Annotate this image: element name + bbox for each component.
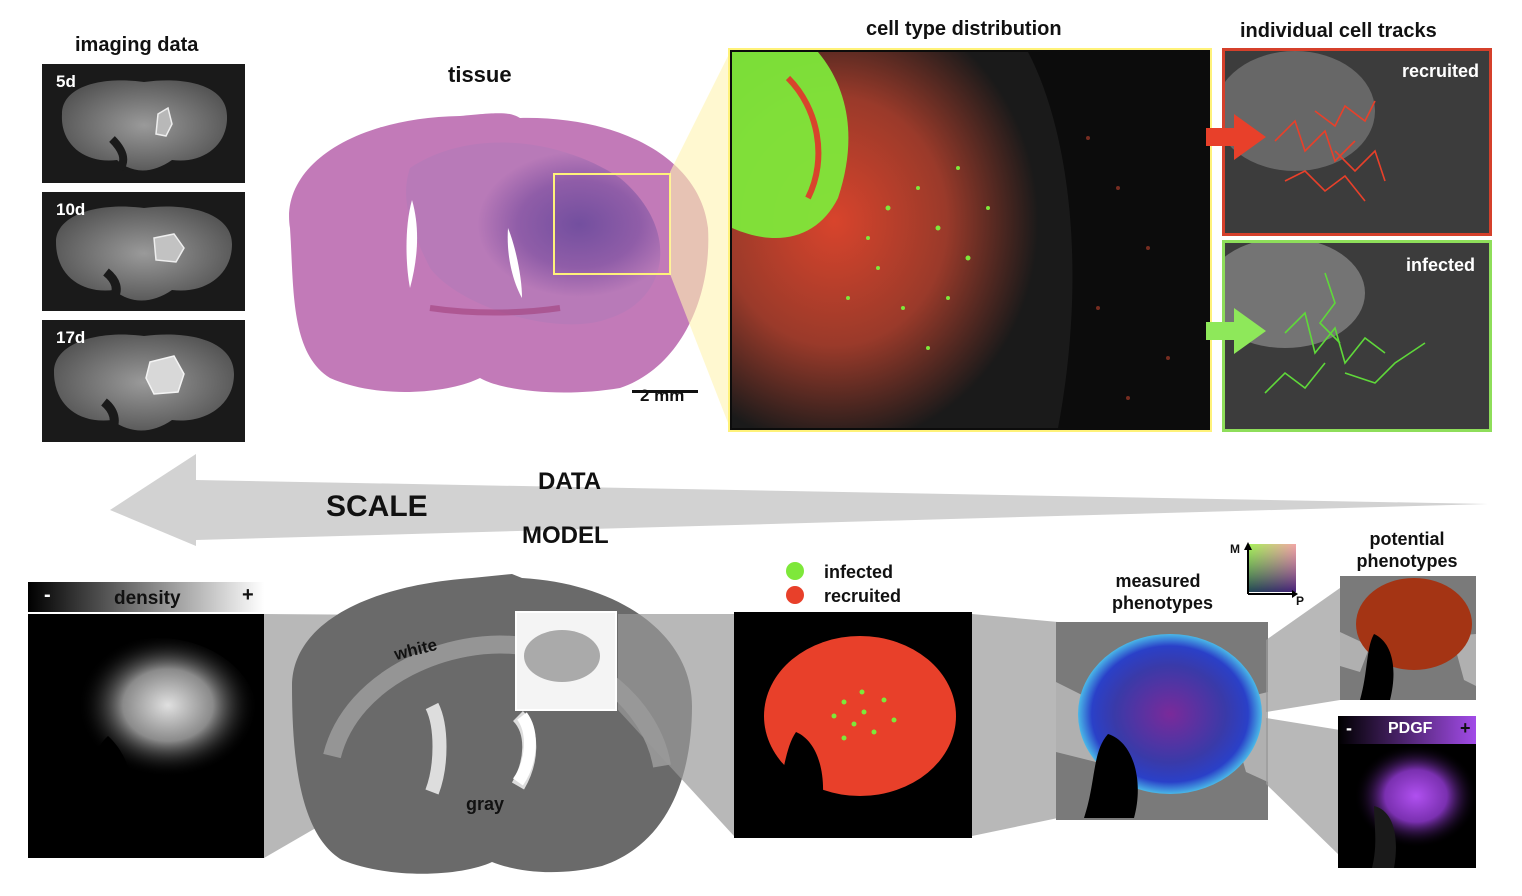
mri-panel-17d: 17d: [42, 320, 245, 442]
legend-infected-label: infected: [824, 562, 894, 582]
infected-legend-marker: [786, 562, 804, 580]
mri-brain-image: [54, 334, 234, 435]
pdgf-minus-label: -: [1346, 718, 1352, 738]
model-label: MODEL: [522, 522, 609, 549]
legend-markers: [786, 562, 804, 604]
axis-p-label: P: [1296, 594, 1305, 608]
pdgf-plus-label: +: [1460, 718, 1471, 738]
pdgf-label: PDGF: [1388, 720, 1433, 737]
density-map-image: [28, 614, 264, 858]
tissue-section-image: [289, 113, 709, 393]
recruited-tracks-image: [1225, 51, 1489, 233]
cell-type-distribution-heading: cell type distribution: [866, 18, 1062, 40]
brain-model-image: [292, 574, 692, 874]
scale-bar-label: 2 mm: [640, 386, 685, 405]
scale-label: SCALE: [326, 490, 428, 523]
scale-bar-line: [632, 390, 698, 393]
density-colorbar: [28, 582, 264, 612]
recruited-tracks-panel: recruited: [1222, 48, 1492, 236]
density-label: density: [114, 588, 181, 609]
zoom-connector: [670, 52, 730, 428]
mri-brain-image: [61, 80, 228, 172]
potential-phenotypes-label: potential phenotypes: [1356, 529, 1458, 571]
recruited-legend-marker: [786, 586, 804, 604]
pdgf-colorbar: [1338, 716, 1476, 744]
measured-phenotypes-image: [1056, 622, 1268, 820]
mri-panel-10d: 10d: [42, 192, 245, 311]
scale-arrow-icon: [110, 454, 1488, 546]
pdgf-map-image: [1338, 744, 1476, 868]
mri-day-label: 5d: [56, 72, 76, 91]
infected-tracks-panel: infected: [1222, 240, 1492, 432]
axis-m-label: M: [1230, 542, 1240, 556]
infected-tracks-image: [1225, 243, 1489, 429]
gray-matter-label: gray: [466, 794, 505, 814]
phenotype-connectors: [1266, 588, 1340, 856]
cell-type-distribution-image: [728, 48, 1212, 432]
recruited-tracks-label: recruited: [1401, 61, 1479, 81]
tissue-heading: tissue: [448, 62, 512, 87]
mri-brain-image: [56, 206, 232, 303]
mri-day-label: 10d: [56, 200, 86, 219]
cell-scatter-image: [734, 612, 972, 838]
mri-panel-5d: 5d: [42, 64, 245, 183]
data-label: DATA: [538, 468, 602, 495]
model-connector: [618, 614, 734, 836]
infected-tracks-label: infected: [1405, 255, 1475, 275]
mri-day-label: 17d: [56, 328, 86, 347]
density-minus-label: -: [44, 584, 51, 606]
infected-arrow-icon: [1206, 308, 1266, 354]
legend-recruited-label: recruited: [824, 586, 902, 606]
potential-phenotypes-image: [1340, 576, 1476, 700]
individual-cell-tracks-heading: individual cell tracks: [1240, 20, 1437, 42]
imaging-data-heading: imaging data: [75, 34, 199, 56]
measured-phenotypes-label: measured phenotypes: [1112, 571, 1214, 613]
scatter-connector: [972, 614, 1058, 836]
recruited-arrow-icon: [1206, 114, 1266, 160]
color-axis-key: [1244, 542, 1298, 598]
density-plus-label: +: [242, 584, 254, 606]
